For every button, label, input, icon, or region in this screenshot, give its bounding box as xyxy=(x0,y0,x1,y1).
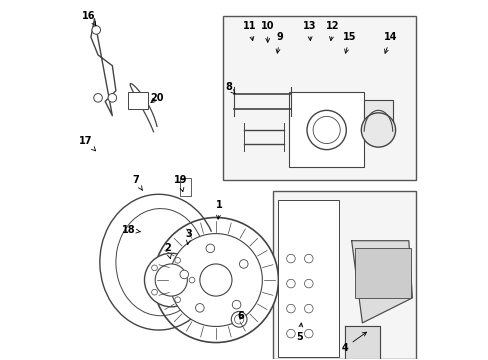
Circle shape xyxy=(200,264,231,296)
Bar xyxy=(364,100,392,123)
Text: 3: 3 xyxy=(185,229,192,244)
Circle shape xyxy=(361,113,395,147)
Circle shape xyxy=(304,254,312,263)
Text: 17: 17 xyxy=(79,136,96,151)
FancyBboxPatch shape xyxy=(278,200,339,357)
Text: 2: 2 xyxy=(164,243,171,259)
Circle shape xyxy=(304,279,312,288)
Circle shape xyxy=(195,303,203,312)
Polygon shape xyxy=(344,327,380,359)
Circle shape xyxy=(306,111,346,150)
Circle shape xyxy=(231,311,246,327)
Circle shape xyxy=(94,94,102,102)
Circle shape xyxy=(151,289,157,295)
Circle shape xyxy=(239,260,247,268)
Text: 18: 18 xyxy=(122,225,141,235)
Circle shape xyxy=(286,254,295,263)
Bar xyxy=(180,178,190,196)
Text: 4: 4 xyxy=(341,332,366,353)
Circle shape xyxy=(174,257,180,263)
Text: 13: 13 xyxy=(302,21,316,41)
Text: 20: 20 xyxy=(150,93,163,103)
Circle shape xyxy=(304,304,312,313)
FancyBboxPatch shape xyxy=(272,191,415,359)
Text: 15: 15 xyxy=(343,32,356,53)
Circle shape xyxy=(205,244,214,253)
Circle shape xyxy=(169,234,262,327)
Circle shape xyxy=(153,217,278,342)
FancyBboxPatch shape xyxy=(288,93,364,167)
Text: 14: 14 xyxy=(384,32,397,53)
Text: 9: 9 xyxy=(276,32,283,53)
Circle shape xyxy=(155,264,187,296)
Circle shape xyxy=(180,270,188,279)
Circle shape xyxy=(92,26,101,34)
Text: 7: 7 xyxy=(132,175,142,190)
Text: 8: 8 xyxy=(224,82,235,94)
Text: 5: 5 xyxy=(296,323,303,342)
Circle shape xyxy=(108,94,116,102)
Circle shape xyxy=(174,297,180,303)
Circle shape xyxy=(234,315,244,324)
Text: 1: 1 xyxy=(216,200,223,219)
Text: 6: 6 xyxy=(237,311,244,321)
Bar xyxy=(354,248,410,298)
Circle shape xyxy=(232,300,241,309)
Circle shape xyxy=(286,304,295,313)
Circle shape xyxy=(286,329,295,338)
Text: 19: 19 xyxy=(173,175,186,192)
Circle shape xyxy=(304,329,312,338)
Circle shape xyxy=(151,265,157,271)
Circle shape xyxy=(312,116,340,144)
Text: 16: 16 xyxy=(82,11,96,26)
Text: 11: 11 xyxy=(243,21,256,41)
Text: 12: 12 xyxy=(325,21,339,41)
Bar xyxy=(128,93,148,109)
FancyBboxPatch shape xyxy=(223,16,415,180)
Circle shape xyxy=(286,279,295,288)
Circle shape xyxy=(189,277,194,283)
Text: 10: 10 xyxy=(261,21,274,42)
Polygon shape xyxy=(351,241,411,323)
Circle shape xyxy=(144,253,198,307)
